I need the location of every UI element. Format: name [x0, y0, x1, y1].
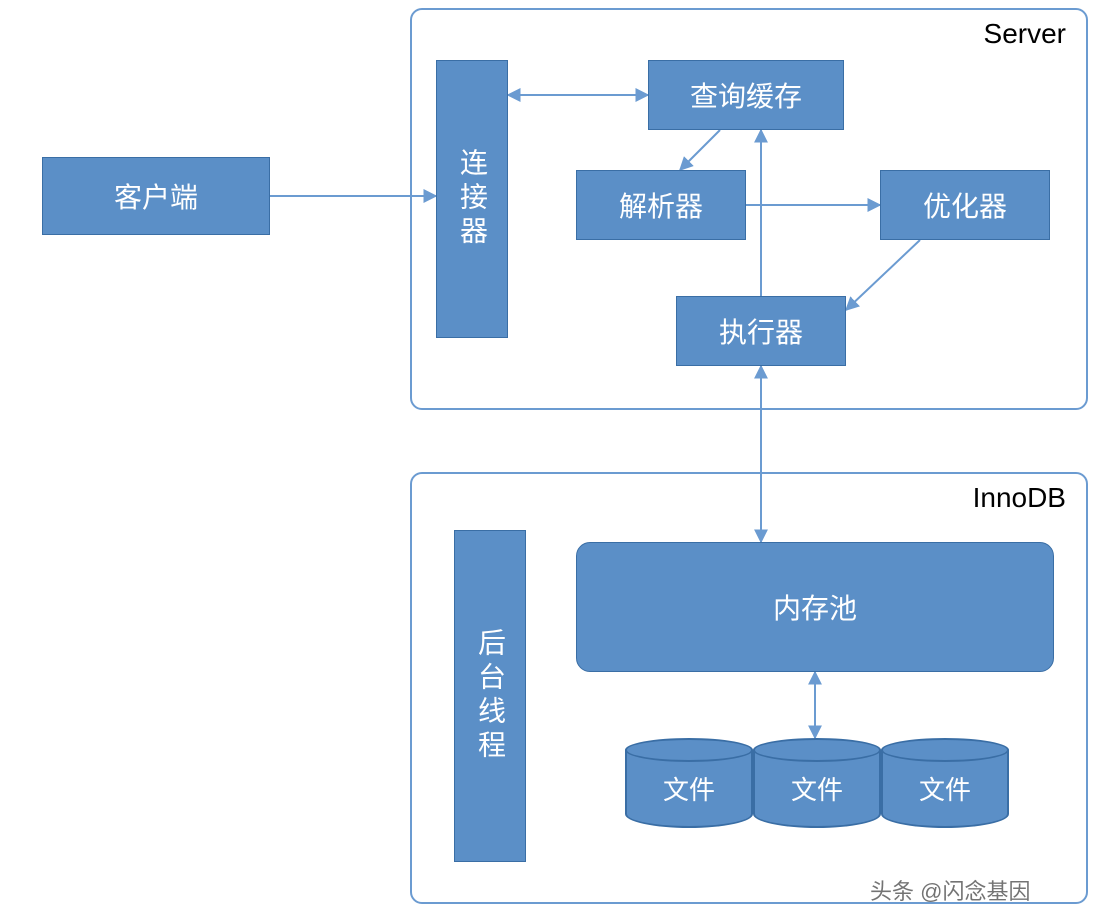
- cylinder-file3: 文件: [881, 738, 1009, 826]
- cylinder-file2: 文件: [753, 738, 881, 826]
- node-executor: 执行器: [676, 296, 846, 366]
- node-client: 客户端: [42, 157, 270, 235]
- node-parser: 解析器: [576, 170, 746, 240]
- container-title-innodb: InnoDB: [973, 482, 1066, 514]
- cylinder-top-file2: [753, 738, 881, 762]
- cylinder-file1: 文件: [625, 738, 753, 826]
- cylinder-top-file3: [881, 738, 1009, 762]
- node-connector: 连接器: [436, 60, 508, 338]
- node-bgthread: 后台线程: [454, 530, 526, 862]
- node-optimizer: 优化器: [880, 170, 1050, 240]
- node-bufferpool: 内存池: [576, 542, 1054, 672]
- container-title-server: Server: [984, 18, 1066, 50]
- cylinder-top-file1: [625, 738, 753, 762]
- node-cache: 查询缓存: [648, 60, 844, 130]
